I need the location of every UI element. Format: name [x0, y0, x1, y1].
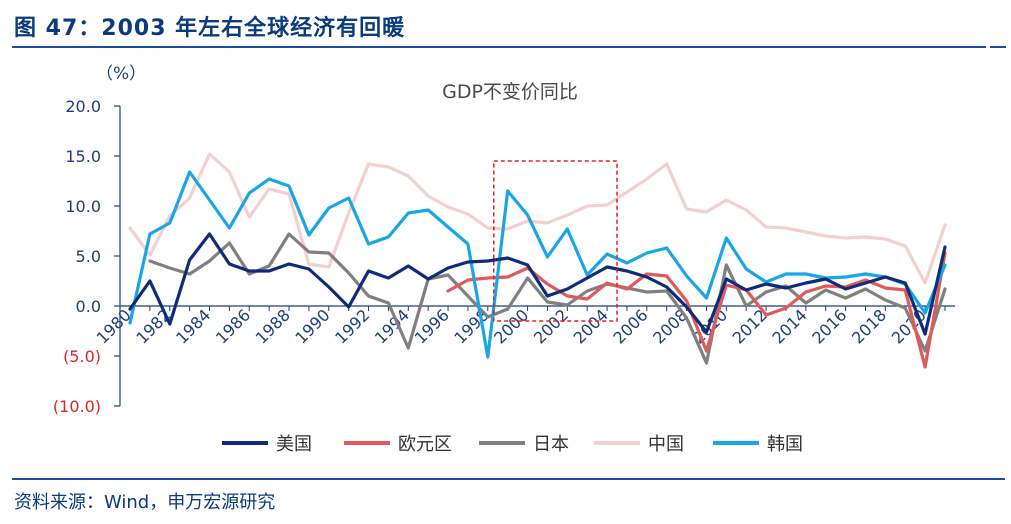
chart-title: GDP不变价同比 — [442, 81, 578, 103]
x-tick-label: 1988 — [252, 305, 294, 347]
bottom-divider — [12, 478, 1005, 480]
series-line-5 — [128, 170, 947, 359]
highlight-box — [493, 160, 618, 322]
y-tick-label: 10.0 — [65, 197, 101, 216]
x-tick-label: 1986 — [212, 305, 254, 347]
legend-label: 日本 — [533, 434, 569, 455]
y-tick-label: 20.0 — [65, 97, 101, 116]
x-tick-label: 2008 — [649, 305, 691, 347]
legend-label: 欧元区 — [398, 434, 452, 455]
y-tick-label: (5.0) — [63, 347, 101, 366]
x-tick-label: 2016 — [808, 305, 850, 347]
legend-label: 美国 — [276, 434, 312, 455]
x-tick-label: 2018 — [848, 305, 890, 347]
y-tick-label: 5.0 — [76, 247, 101, 266]
x-tick-label: 2004 — [570, 305, 612, 347]
x-tick-label: 1982 — [132, 305, 174, 347]
x-tick-label: 2002 — [530, 305, 572, 347]
series-line-1 — [128, 232, 947, 336]
source-note: 资料来源：Wind，申万宏源研究 — [14, 492, 276, 513]
y-tick-label: 15.0 — [65, 147, 101, 166]
series-line-3 — [148, 232, 947, 365]
x-tick-label: 1996 — [411, 305, 453, 347]
x-tick-label: 1984 — [172, 305, 214, 347]
legend-label: 中国 — [648, 434, 684, 455]
top-divider — [12, 46, 986, 48]
series-line-4 — [128, 152, 947, 285]
legend: 美国 欧元区 日本 中国 韩国 — [222, 434, 803, 455]
figure-title: 图 47：2003 年左右全球经济有回暖 — [14, 16, 406, 41]
unit-label: （%） — [96, 64, 146, 84]
x-tick-label: 1990 — [291, 305, 333, 347]
legend-label: 韩国 — [767, 434, 803, 455]
x-tick-label: 2006 — [609, 305, 651, 347]
x-tick-label: 2000 — [490, 305, 532, 347]
y-tick-label: (10.0) — [53, 397, 101, 416]
top-divider-end — [990, 46, 1006, 48]
y-tick-label: 0.0 — [76, 297, 101, 316]
x-tick-label: 1992 — [331, 305, 373, 347]
